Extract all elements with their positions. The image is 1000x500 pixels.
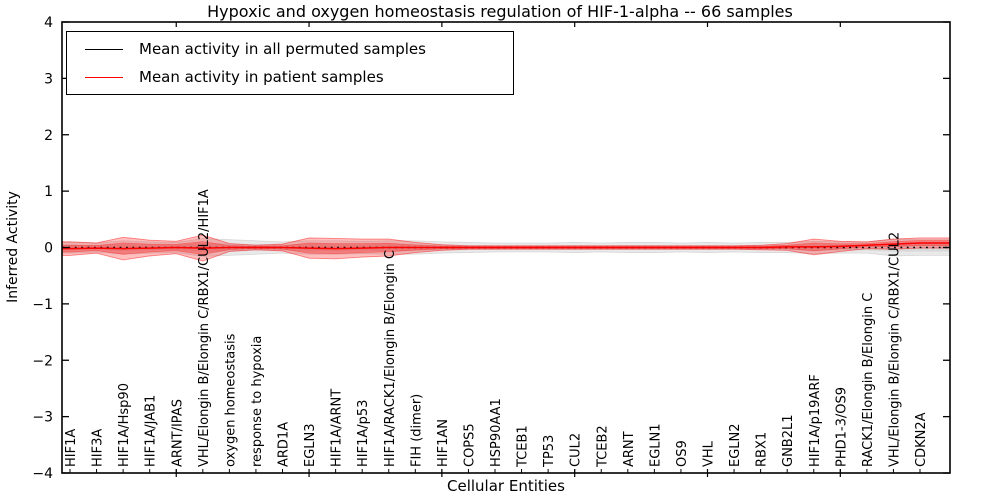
x-category-label: RBX1 xyxy=(755,432,770,467)
x-category-label: response to hypoxia xyxy=(250,336,265,467)
x-category-label: GNB2L1 xyxy=(781,414,796,467)
x-category-label: HIF1A/Hsp90 xyxy=(117,383,132,467)
x-category-label: OS9 xyxy=(675,440,690,467)
legend-box: Mean activity in all permuted samples Me… xyxy=(66,31,514,95)
chart-title: Hypoxic and oxygen homeostasis regulatio… xyxy=(207,2,793,21)
x-category-label: COPS5 xyxy=(462,423,477,467)
x-category-label: RACK1/Elongin B/Elongin C xyxy=(861,293,876,467)
x-category-label: VHL/Elongin B/Elongin C/RBX1/CUL2/HIF1A xyxy=(197,189,212,467)
x-category-label: HIF1A xyxy=(64,429,79,467)
x-axis-label: Cellular Entities xyxy=(447,477,565,495)
y-tick-label: 0 xyxy=(44,241,53,257)
x-category-label: FIH (dimer) xyxy=(409,394,424,467)
x-category-label: EGLN3 xyxy=(303,423,318,467)
x-category-label: HIF1AN xyxy=(436,419,451,467)
x-category-label: HIF1A/JAB1 xyxy=(144,395,159,467)
x-category-label: ARNT/IPAS xyxy=(170,399,185,467)
legend-item-patient: Mean activity in patient samples xyxy=(67,64,513,90)
x-category-label: CDKN2A xyxy=(914,412,929,467)
x-category-label: HIF1A/p19ARF xyxy=(808,374,823,467)
x-category-label: EGLN2 xyxy=(728,423,743,467)
legend-item-permuted: Mean activity in all permuted samples xyxy=(67,36,513,62)
x-category-label: PHD1-3/OS9 xyxy=(834,387,849,467)
x-category-label: ARD1A xyxy=(277,422,292,467)
x-category-label: VHL/Elongin B/Elongin C/RBX1/CUL2 xyxy=(887,232,902,467)
y-tick-label: −3 xyxy=(32,410,53,426)
x-category-label: HIF3A xyxy=(91,429,106,467)
x-category-label: ARNT xyxy=(622,431,637,467)
legend-label-permuted: Mean activity in all permuted samples xyxy=(139,40,426,58)
y-tick-label: 4 xyxy=(44,15,53,31)
x-category-label: CUL2 xyxy=(569,433,584,467)
y-tick-label: −4 xyxy=(32,466,53,482)
legend-label-patient: Mean activity in patient samples xyxy=(139,68,384,86)
x-category-label: oxygen homeostasis xyxy=(223,333,238,467)
y-tick-label: 2 xyxy=(44,128,53,144)
patient-mean-line xyxy=(62,242,950,250)
permuted-line-swatch xyxy=(85,48,123,50)
x-category-label: HIF1A/ARNT xyxy=(330,389,345,467)
x-category-label: VHL xyxy=(702,440,717,467)
x-category-label: TCEB2 xyxy=(595,425,610,468)
y-tick-label: −2 xyxy=(32,353,53,369)
x-category-label: HSP90AA1 xyxy=(489,398,504,467)
x-category-label: TCEB1 xyxy=(516,425,531,468)
x-category-label: EGLN1 xyxy=(648,423,663,467)
patient-line-swatch xyxy=(85,76,123,78)
y-tick-label: 1 xyxy=(44,184,53,200)
x-category-label: HIF1A/RACK1/Elongin B/Elongin C xyxy=(383,250,398,467)
y-tick-label: −1 xyxy=(32,297,53,313)
y-tick-label: 3 xyxy=(44,71,53,87)
x-category-label: TP53 xyxy=(542,435,557,468)
x-category-label: HIF1A/p53 xyxy=(356,400,371,467)
